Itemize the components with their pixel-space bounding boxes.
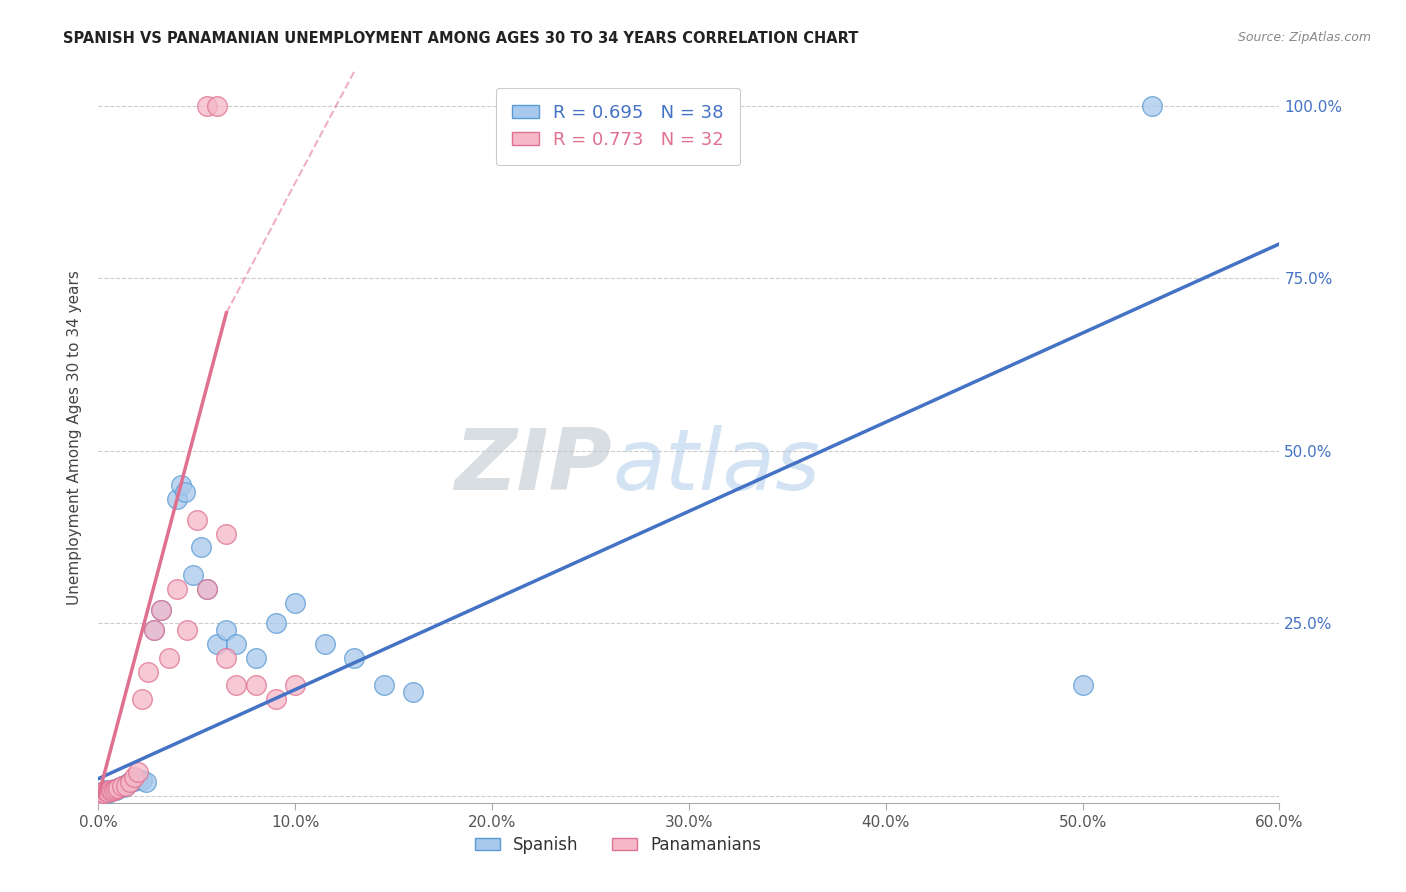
Point (93, 785, 115, 799)
Point (118, 775, 141, 789)
Point (96, 784, 118, 798)
Point (142, 624, 165, 638)
Point (91, 785, 114, 799)
Point (150, 602, 173, 616)
Point (142, 624, 165, 638)
Point (181, 568, 204, 582)
Point (186, 513, 208, 527)
Point (136, 665, 159, 679)
Point (166, 492, 188, 507)
Point (97, 785, 120, 799)
Text: ZIP: ZIP (454, 425, 612, 508)
Point (205, 99, 228, 113)
Text: Source: ZipAtlas.com: Source: ZipAtlas.com (1237, 31, 1371, 45)
Point (205, 637, 228, 651)
Point (127, 772, 149, 786)
Point (111, 779, 134, 793)
Point (215, 624, 238, 638)
Point (245, 678, 267, 692)
Point (402, 685, 425, 699)
Point (107, 780, 129, 795)
Text: atlas: atlas (612, 425, 820, 508)
Y-axis label: Unemployment Among Ages 30 to 34 years: Unemployment Among Ages 30 to 34 years (67, 269, 83, 605)
Point (112, 780, 135, 794)
Point (98, 783, 121, 797)
Point (103, 782, 125, 797)
Point (107, 780, 129, 795)
Point (170, 478, 193, 492)
Point (127, 764, 149, 779)
Point (264, 616, 287, 631)
Point (93, 786, 115, 800)
Point (225, 678, 247, 692)
Point (89, 787, 111, 801)
Text: SPANISH VS PANAMANIAN UNEMPLOYMENT AMONG AGES 30 TO 34 YEARS CORRELATION CHART: SPANISH VS PANAMANIAN UNEMPLOYMENT AMONG… (63, 31, 859, 46)
Point (101, 784, 124, 798)
Point (215, 651, 238, 665)
Point (131, 692, 153, 706)
Point (157, 651, 180, 665)
Point (97, 786, 120, 800)
Point (245, 651, 267, 665)
Point (190, 541, 212, 555)
Point (195, 99, 218, 113)
Point (98, 784, 121, 798)
Point (101, 782, 124, 797)
Point (96, 783, 118, 797)
Point (118, 775, 141, 789)
Point (174, 485, 197, 500)
Point (91, 785, 114, 799)
Point (284, 596, 307, 610)
Point (105, 782, 128, 797)
Point (131, 772, 153, 787)
Point (117, 776, 139, 790)
Point (122, 770, 145, 784)
Legend: Spanish, Panamanians: Spanish, Panamanians (468, 829, 768, 860)
Point (215, 526, 238, 541)
Point (343, 651, 366, 665)
Point (284, 678, 307, 692)
Point (314, 637, 336, 651)
Point (225, 637, 247, 651)
Point (195, 582, 218, 596)
Point (1071, 678, 1094, 692)
Point (135, 775, 157, 789)
Point (166, 582, 188, 596)
Point (264, 692, 287, 706)
Point (115, 779, 138, 793)
Point (103, 782, 125, 797)
Point (176, 624, 198, 638)
Point (122, 773, 145, 788)
Point (150, 602, 173, 616)
Point (1140, 99, 1163, 113)
Point (111, 779, 134, 793)
Point (373, 678, 395, 692)
Point (89, 787, 111, 801)
Point (195, 582, 218, 596)
Point (105, 783, 128, 797)
